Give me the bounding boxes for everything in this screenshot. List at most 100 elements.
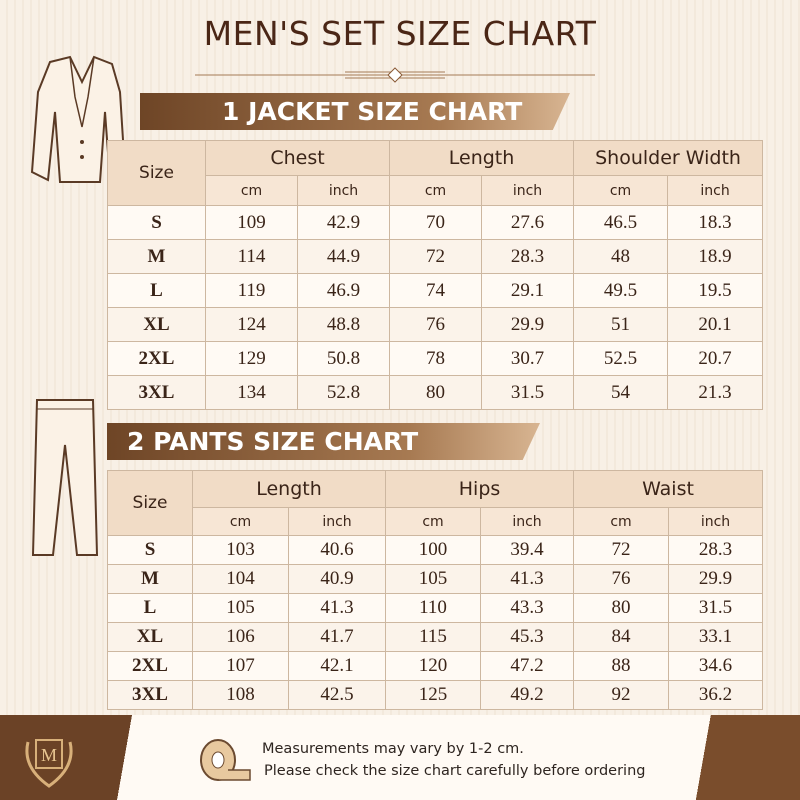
data-cell: 27.6 xyxy=(481,205,575,240)
data-cell: 40.6 xyxy=(287,535,387,565)
data-cell: 34.6 xyxy=(668,651,764,681)
data-cell: 2XL xyxy=(107,651,193,681)
data-cell: 103 xyxy=(192,535,289,565)
data-cell: 18.3 xyxy=(667,205,764,240)
footer-note: Measurements may vary by 1-2 cm. xyxy=(262,741,524,757)
data-cell: 44.9 xyxy=(296,239,391,274)
data-cell: 74 xyxy=(389,273,483,308)
data-cell: 110 xyxy=(385,593,482,623)
data-cell: L xyxy=(107,593,193,623)
data-row: L 119 46.9 74 29.1 49.5 19.5 xyxy=(107,273,764,308)
data-cell: 28.3 xyxy=(481,239,575,274)
data-cell: 100 xyxy=(385,535,482,565)
data-cell: M xyxy=(107,564,193,594)
data-cell: 80 xyxy=(389,375,483,410)
data-row: L 105 41.3 110 43.3 80 31.5 xyxy=(107,593,764,623)
unit-cell: inch xyxy=(480,507,575,536)
data-row: 2XL 129 50.8 78 30.7 52.5 20.7 xyxy=(107,341,764,376)
data-cell: 109 xyxy=(205,205,298,240)
divider xyxy=(195,67,595,83)
data-cell: 20.7 xyxy=(667,341,764,376)
header-row: Size Chest Length Shoulder Width xyxy=(107,140,764,206)
data-cell: 42.1 xyxy=(287,651,387,681)
data-cell: 88 xyxy=(573,651,670,681)
data-cell: 52.5 xyxy=(573,341,669,376)
section-banner: 2 PANTS SIZE CHART xyxy=(107,423,540,460)
data-row: S 109 42.9 70 27.6 46.5 18.3 xyxy=(107,205,764,240)
data-cell: 41.3 xyxy=(287,593,387,623)
header-cell: Size xyxy=(107,470,193,536)
section-banner: 1 JACKET SIZE CHART xyxy=(140,93,570,130)
data-cell: 120 xyxy=(385,651,482,681)
size-table: Size Length Hips Waist cm inch cm inch cm inch S 10… xyxy=(107,470,764,710)
data-cell: XL xyxy=(107,622,193,652)
data-cell: 40.9 xyxy=(287,564,387,594)
data-cell: 108 xyxy=(192,680,289,710)
data-cell: 46.9 xyxy=(296,273,391,308)
unit-row: cm inch cm inch cm inch xyxy=(108,175,764,206)
data-cell: 29.9 xyxy=(481,307,575,342)
unit-cell: cm xyxy=(205,175,298,206)
data-row: XL 106 41.7 115 45.3 84 33.1 xyxy=(107,622,764,652)
data-cell: 31.5 xyxy=(481,375,575,410)
data-cell: 92 xyxy=(573,680,670,710)
data-cell: 72 xyxy=(573,535,670,565)
data-cell: 72 xyxy=(389,239,483,274)
data-cell: 20.1 xyxy=(667,307,764,342)
data-cell: 18.9 xyxy=(667,239,764,274)
data-cell: 48 xyxy=(573,239,669,274)
data-cell: 76 xyxy=(389,307,483,342)
data-cell: 42.9 xyxy=(296,205,391,240)
data-cell: 39.4 xyxy=(480,535,575,565)
data-cell: 19.5 xyxy=(667,273,764,308)
data-cell: 49.2 xyxy=(480,680,575,710)
footer xyxy=(0,715,800,800)
data-cell: 76 xyxy=(573,564,670,594)
data-cell: S xyxy=(107,535,193,565)
unit-cell: cm xyxy=(192,507,289,536)
header-cell: Shoulder Width xyxy=(573,140,764,176)
data-cell: 29.9 xyxy=(668,564,764,594)
data-cell: 134 xyxy=(205,375,298,410)
data-row: XL 124 48.8 76 29.9 51 20.1 xyxy=(107,307,764,342)
data-cell: 3XL xyxy=(107,375,206,410)
header-cell: Length xyxy=(389,140,575,176)
data-cell: 31.5 xyxy=(668,593,764,623)
data-cell: 80 xyxy=(573,593,670,623)
logo: M xyxy=(25,739,73,788)
data-cell: 52.8 xyxy=(296,375,391,410)
unit-cell: cm xyxy=(385,507,482,536)
data-cell: 78 xyxy=(389,341,483,376)
data-cell: L xyxy=(107,273,206,308)
data-cell: 3XL xyxy=(107,680,193,710)
data-cell: 29.1 xyxy=(481,273,575,308)
data-cell: 129 xyxy=(205,341,298,376)
data-cell: 124 xyxy=(205,307,298,342)
data-cell: 36.2 xyxy=(668,680,764,710)
data-cell: 125 xyxy=(385,680,482,710)
unit-cell: cm xyxy=(573,507,670,536)
data-cell: 119 xyxy=(205,273,298,308)
header-cell: Size xyxy=(107,140,206,206)
data-cell: 41.3 xyxy=(480,564,575,594)
logo-letter: M xyxy=(41,745,57,765)
data-cell: 51 xyxy=(573,307,669,342)
data-cell: 107 xyxy=(192,651,289,681)
data-row: S 103 40.6 100 39.4 72 28.3 xyxy=(107,535,764,565)
data-cell: 70 xyxy=(389,205,483,240)
data-cell: 84 xyxy=(573,622,670,652)
data-cell: 42.5 xyxy=(287,680,387,710)
data-row: 3XL 134 52.8 80 31.5 54 21.3 xyxy=(107,375,764,410)
header-row: Size Length Hips Waist xyxy=(107,470,764,536)
data-cell: 46.5 xyxy=(573,205,669,240)
header-cell: Chest xyxy=(204,140,391,176)
tape-icon xyxy=(200,739,251,781)
footer-note: Please check the size chart carefully be… xyxy=(264,763,646,779)
title: MEN'S SET SIZE CHART xyxy=(203,14,597,53)
data-cell: XL xyxy=(107,307,206,342)
data-cell: M xyxy=(107,239,206,274)
unit-cell: cm xyxy=(389,175,483,206)
data-cell: 115 xyxy=(385,622,482,652)
data-cell: 43.3 xyxy=(480,593,575,623)
